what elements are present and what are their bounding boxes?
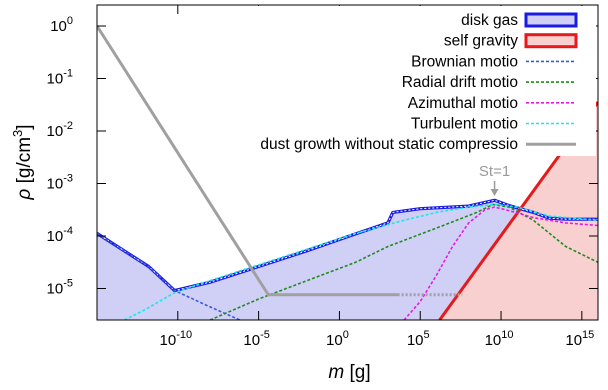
x-axis-label: m [g] [328,362,370,383]
axis-ticks: 10-10 10-5 100 105 1010 1015 100 10-1 10-2 10-3 10… [47,5,598,349]
x-tick-label: 10-10 [160,329,193,349]
series-line-4 [403,206,598,320]
x-tick-label: 1015 [565,329,594,349]
x-tick-label: 1010 [485,329,514,349]
y-tick-label: 10-3 [47,173,73,193]
legend-label: Turbulent motio [411,116,518,133]
x-tick-label: 100 [326,329,349,349]
legend-label: Azimuthal motio [408,95,518,112]
y-tick-label: 100 [50,15,73,35]
st1-annotation: St=1 [479,163,510,196]
series-line-disk-gas [97,198,598,293]
legend-label: dust growth without static compressio [260,136,518,153]
legend-background [240,6,596,156]
series-line-2 [97,232,242,320]
plot-border [96,4,599,321]
legend-swatch [524,12,578,28]
y-tick-label: 10-1 [47,68,73,88]
axis-labels: m [g] ρ [g/cm3] [10,124,371,383]
annotation-text: St=1 [479,163,510,180]
series-line-3 [209,203,598,320]
legend: disk gas self gravity Brownian motio Radial… [240,6,596,156]
series-line-5 [124,203,598,320]
x-tick-label: 105 [407,329,430,349]
y-tick-label: 10-4 [47,225,73,245]
y-tick-label: 10-5 [47,278,73,298]
annotation-arrow-head [490,189,499,196]
y-tick-label: 10-2 [47,120,73,140]
legend-label: Brownian motio [411,53,518,70]
y-axis-label: ρ [g/cm3] [10,124,35,200]
plot-frame [96,4,599,321]
legend-label: Radial drift motio [402,74,518,91]
legend-label: self gravity [444,33,518,50]
legend-label: disk gas [461,12,518,29]
legend-swatch [524,33,578,49]
x-tick-label: 10-5 [243,329,269,349]
series-line-dust-growth [97,25,398,297]
